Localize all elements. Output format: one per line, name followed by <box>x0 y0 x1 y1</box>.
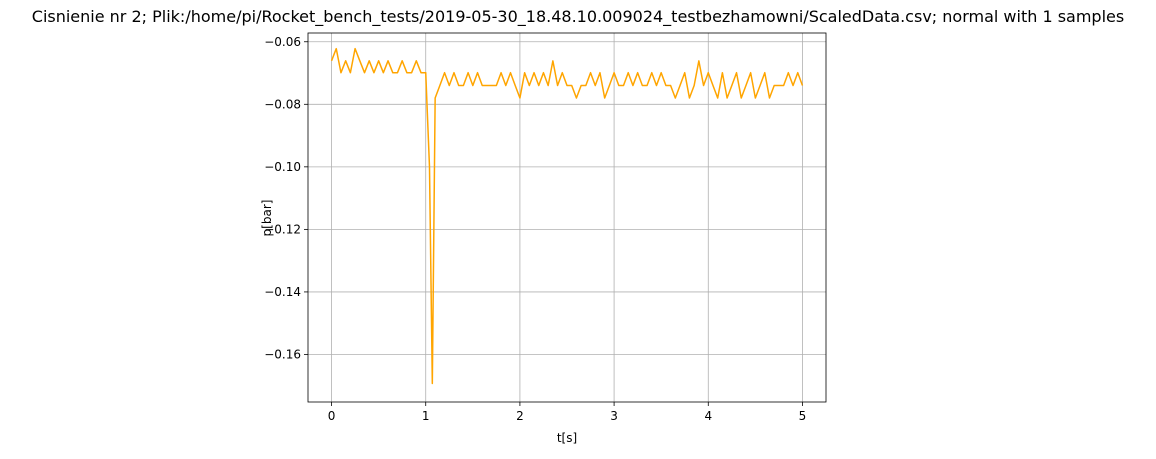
x-axis-label: t[s] <box>557 431 577 445</box>
y-axis-label: p[bar] <box>260 200 274 237</box>
plot-frame <box>307 32 827 403</box>
chart-title: Cisnienie nr 2; Plik:/home/pi/Rocket_ben… <box>32 7 1124 27</box>
x-tick-label: 1 <box>422 409 430 423</box>
x-tick-label: 0 <box>328 409 336 423</box>
x-tick-label: 3 <box>610 409 618 423</box>
y-tick-label: −0.14 <box>264 285 301 299</box>
x-tick-label: 4 <box>704 409 712 423</box>
y-tick-label: −0.06 <box>264 35 301 49</box>
data-line <box>330 47 804 385</box>
x-tick-label: 2 <box>516 409 524 423</box>
x-tick-label: 5 <box>799 409 807 423</box>
y-tick-label: −0.10 <box>264 160 301 174</box>
y-tick-label: −0.12 <box>264 222 301 236</box>
y-tick-label: −0.16 <box>264 347 301 361</box>
y-tick-label: −0.08 <box>264 97 301 111</box>
